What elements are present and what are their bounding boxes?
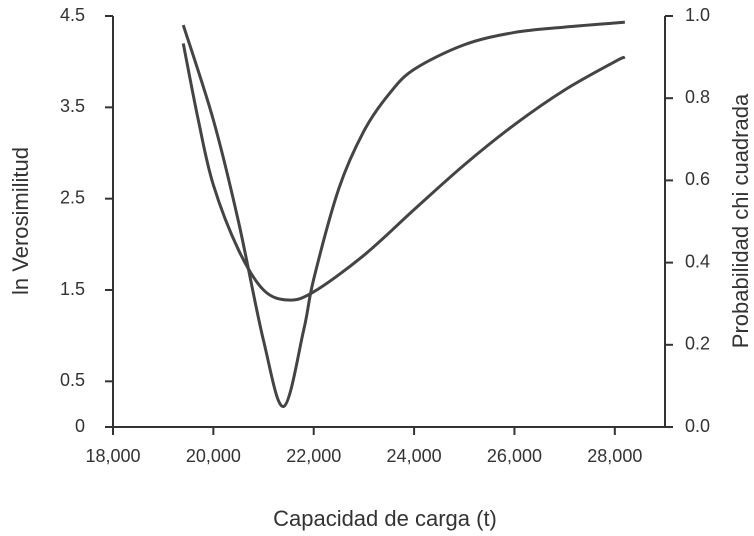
y2-axis-label: Probabilidad chi cuadrada <box>728 93 753 348</box>
y-tick-label: 1.5 <box>60 279 85 299</box>
y-axis-label: ln Verosimilitud <box>8 147 33 295</box>
x-tick-label: 18,000 <box>85 446 140 466</box>
line <box>181 20 625 408</box>
x-tick-label: 24,000 <box>387 446 442 466</box>
y-tick-label: 0.5 <box>60 370 85 390</box>
x-axis-label: Capacidad de carga (t) <box>273 506 497 531</box>
y-tick-label: 2.5 <box>60 187 85 207</box>
x-tick-label: 20,000 <box>186 446 241 466</box>
y2-tick-label: 0.8 <box>685 87 710 107</box>
x-tick-label: 22,000 <box>286 446 341 466</box>
y2-tick-label: 0.4 <box>685 251 710 271</box>
x-tick-label: 28,000 <box>587 446 642 466</box>
y2-tick-label: 0.2 <box>685 334 710 354</box>
y2-tick-label: 1.0 <box>685 5 710 25</box>
y-tick-label: 4.5 <box>60 5 85 25</box>
y2-tick-label: 0.0 <box>685 416 710 436</box>
line <box>181 43 626 302</box>
y-tick-label: 3.5 <box>60 96 85 116</box>
x-tick-label: 26,000 <box>487 446 542 466</box>
y2-tick-label: 0.6 <box>685 169 710 189</box>
y-tick-label: 0 <box>75 416 85 436</box>
